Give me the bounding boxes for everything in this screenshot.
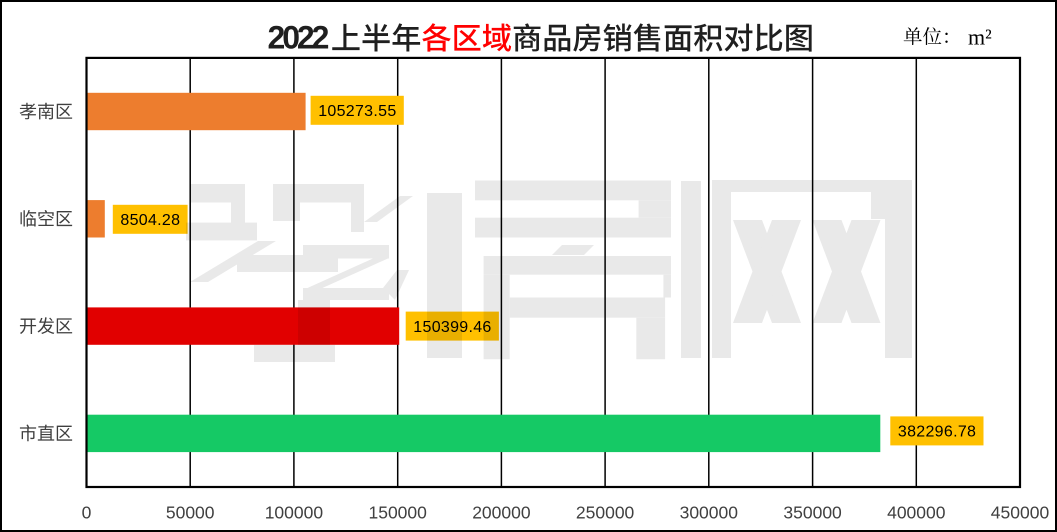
svg-text:400000: 400000	[887, 502, 946, 522]
svg-text:2022: 2022	[268, 19, 329, 55]
svg-text:105273.55: 105273.55	[318, 103, 396, 120]
svg-text:150000: 150000	[368, 502, 427, 522]
svg-text:250000: 250000	[576, 502, 635, 522]
svg-text:8504.28: 8504.28	[120, 212, 180, 229]
svg-text:450000: 450000	[991, 502, 1050, 522]
svg-text:350000: 350000	[783, 502, 842, 522]
svg-text:50000: 50000	[166, 502, 215, 522]
svg-text:200000: 200000	[472, 502, 531, 522]
svg-text:m²: m²	[968, 25, 992, 50]
svg-text:382296.78: 382296.78	[898, 424, 976, 441]
svg-text:100000: 100000	[265, 502, 324, 522]
svg-text:300000: 300000	[680, 502, 739, 522]
svg-text:0: 0	[82, 502, 92, 522]
